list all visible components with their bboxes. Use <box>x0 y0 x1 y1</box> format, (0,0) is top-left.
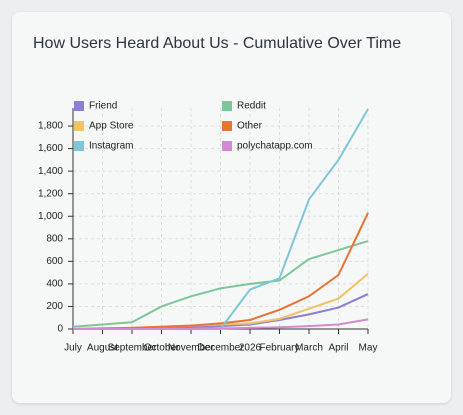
y-tick-label: 600 <box>46 256 63 267</box>
y-tick-label: 1,800 <box>38 121 63 132</box>
legend-text: Instagram <box>89 141 133 152</box>
x-tick-label: 2026 <box>239 343 262 354</box>
legend-swatch <box>222 141 232 151</box>
legend-swatch <box>74 141 84 151</box>
legend-text: App Store <box>89 121 134 132</box>
x-tick-label: February <box>259 343 299 354</box>
y-tick-label: 400 <box>46 279 63 290</box>
y-tick-label: 200 <box>46 301 63 312</box>
x-tick-label: December <box>197 343 244 354</box>
x-tick-label: May <box>359 343 378 354</box>
legend-swatch <box>74 101 84 111</box>
x-tick-label: September <box>108 343 158 354</box>
x-tick-label: March <box>295 343 323 354</box>
y-tick-label: 800 <box>46 233 63 244</box>
y-tick-label: 0 <box>57 324 63 335</box>
y-tick-label: 1,600 <box>38 143 63 154</box>
y-tick-label: 1,200 <box>38 188 63 199</box>
x-tick-label: April <box>328 343 348 354</box>
x-tick-label: July <box>64 343 82 354</box>
series-line <box>72 240 369 328</box>
y-tick-label: 1,400 <box>38 166 63 177</box>
legend-text: Other <box>237 121 263 132</box>
x-tick-label: November <box>168 343 215 354</box>
series-line <box>73 318 369 330</box>
legend-text: Reddit <box>237 101 266 112</box>
x-tick-label: October <box>144 343 180 354</box>
legend-swatch <box>222 121 232 131</box>
legend-text: Friend <box>89 101 117 112</box>
legend-text: polychatapp.com <box>237 141 313 152</box>
legend-swatch <box>74 121 84 131</box>
y-tick-label: 1,000 <box>38 211 63 222</box>
x-tick-label: August <box>87 343 118 354</box>
chart-title: How Users Heard About Us - Cumulative Ov… <box>33 35 401 52</box>
legend-swatch <box>222 101 232 111</box>
card <box>12 12 451 403</box>
